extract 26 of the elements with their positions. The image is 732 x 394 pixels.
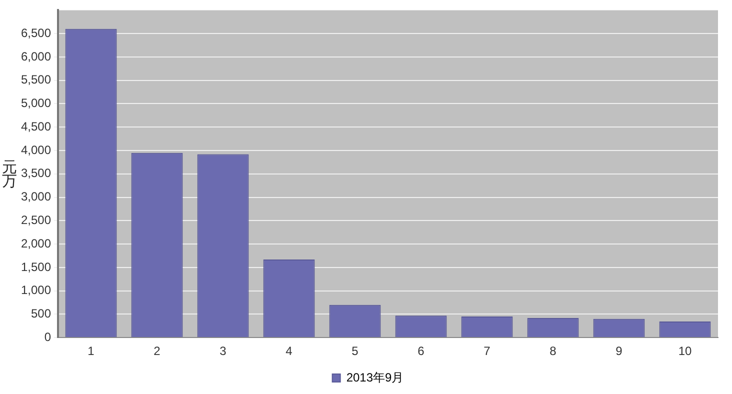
y-tick-label: 1,500 [21,260,52,274]
y-tick-label: 4,500 [21,119,52,134]
y-tick-label: 2,500 [21,212,52,227]
y-tick-label: 3,500 [21,166,52,180]
y-tick-label: 2,000 [21,236,52,250]
y-axis-title: 元万 [2,158,18,190]
y-tick-label: 5,500 [21,72,52,87]
y-tick-label: 0 [44,330,52,344]
x-tick-label: 2 [154,344,161,358]
y-tick-label: 6,500 [21,26,52,40]
x-tick-label: 4 [286,344,293,358]
y-tick-label: 5,000 [21,96,52,110]
y-tick-label: 4,000 [21,142,52,157]
x-tick-label: 3 [220,344,227,358]
x-tick-label: 8 [550,344,557,358]
x-tick-label: 5 [352,344,359,358]
y-tick-label: 1,000 [21,283,52,298]
legend-label: 2013年9月 [346,370,404,384]
y-tick-label: 500 [31,306,52,321]
x-tick-label: 9 [616,344,623,358]
x-tick-label: 10 [678,344,692,358]
x-tick-label: 7 [484,344,491,358]
y-tick-label: 3,000 [21,190,52,204]
x-tick-label: 6 [418,344,425,358]
x-tick-label: 1 [88,344,95,358]
y-tick-label: 6,000 [21,49,52,64]
